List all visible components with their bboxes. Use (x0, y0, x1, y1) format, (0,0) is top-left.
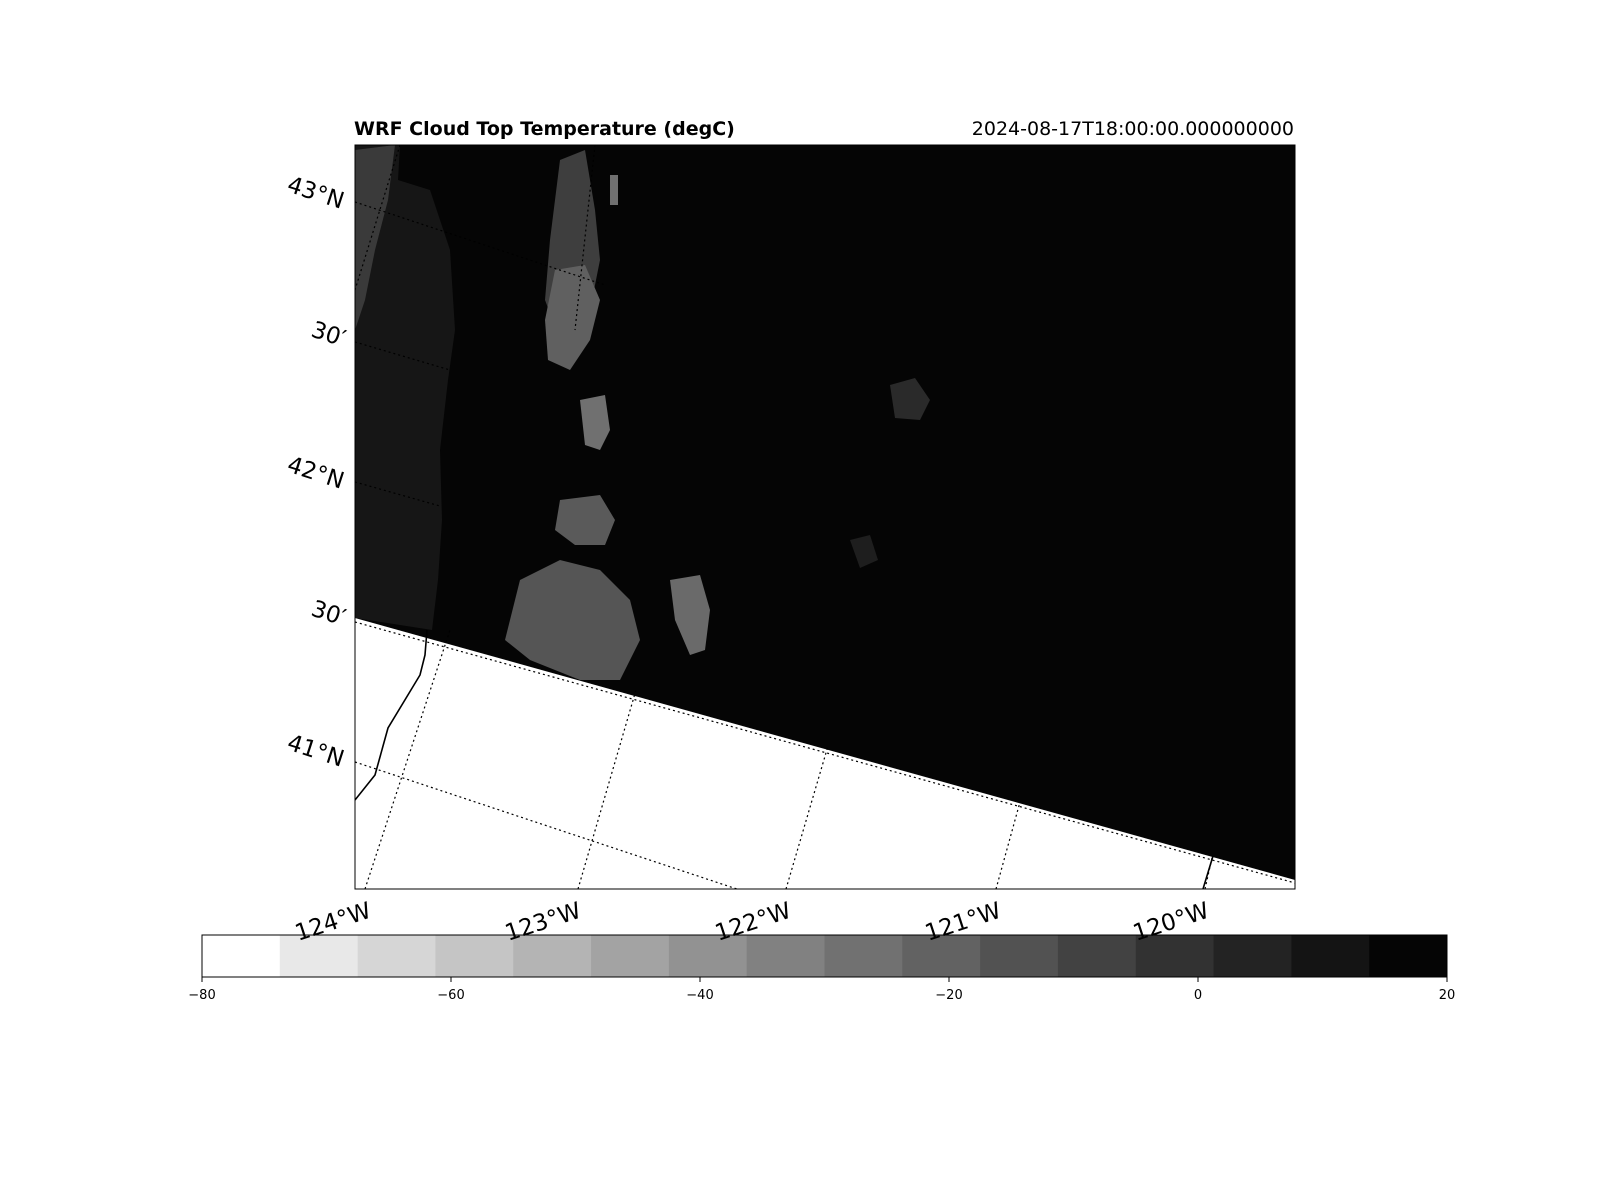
colorbar-swatch (1291, 935, 1370, 977)
colorbar-swatch (746, 935, 825, 977)
colorbar-tick-label: 0 (1193, 988, 1203, 1003)
colorbar-swatch (1213, 935, 1292, 977)
missing-data-region (355, 618, 1295, 889)
meridian-upper-2 (574, 145, 596, 331)
cloud-patch (580, 395, 610, 450)
colorbar-swatch (1135, 935, 1215, 977)
parallel-43n (355, 201, 606, 286)
cloud-patch (890, 378, 930, 420)
colorbar-tick-label: −40 (686, 988, 714, 1003)
colorbar-swatch (902, 935, 981, 977)
colorbar-swatch (513, 935, 592, 977)
colorbar-tick-label: −80 (188, 988, 216, 1003)
colorbar-swatch (668, 935, 748, 977)
cloud-patch (850, 535, 878, 568)
colorbar-swatch (357, 935, 436, 977)
cloud-patch (545, 265, 600, 370)
parallel-41n (355, 761, 739, 889)
colorbar-frame (201, 934, 1448, 978)
cloud-patch (505, 560, 640, 680)
colorbar-swatch (1369, 935, 1448, 977)
colorbar-swatch (1057, 935, 1137, 977)
coastline (355, 629, 428, 801)
meridian-upper-1 (355, 145, 401, 291)
meridian-124w (364, 629, 451, 889)
coastal-cloud-streak (355, 145, 395, 330)
parallel-42-5n (355, 341, 451, 371)
map-frame (354, 144, 1296, 890)
colorbar-swatch (279, 935, 359, 977)
cloud-patch (610, 175, 618, 205)
colorbar (201, 934, 1448, 982)
coastal-cloud-band (355, 145, 455, 630)
colorbar-swatch (824, 935, 903, 977)
colorbar-swatch (591, 935, 670, 977)
colorbar-tick-label: 20 (1438, 988, 1456, 1003)
colorbar-tick-label: −20 (935, 988, 963, 1003)
cloud-patch (670, 575, 710, 655)
map-timestamp: 2024-08-17T18:00:00.000000000 (971, 118, 1294, 140)
map-title: WRF Cloud Top Temperature (degC) (354, 118, 735, 140)
colorbar-swatch (202, 935, 281, 977)
colorbar-swatch (980, 935, 1059, 977)
cloud-patch (555, 495, 615, 545)
state-border (1202, 855, 1214, 889)
colorbar-tick-label: −60 (437, 988, 465, 1003)
meridian-121w (995, 801, 1021, 889)
colorbar-swatch (435, 935, 514, 977)
